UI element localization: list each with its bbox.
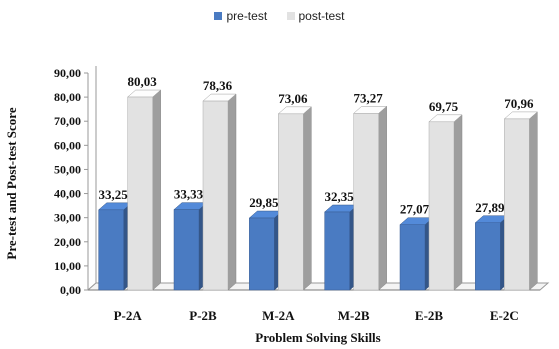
legend-item-pre-test: pre-test xyxy=(214,8,267,23)
bar-post-test-front xyxy=(504,118,530,291)
bar-post-test-front xyxy=(278,113,304,291)
data-label: 80,03 xyxy=(128,74,158,89)
bar-post-test-front xyxy=(202,100,229,291)
bar-post-test-side xyxy=(378,105,387,291)
x-tick-label: E-2C xyxy=(490,308,519,323)
bar-pre-test xyxy=(324,204,359,291)
bar-pre-test xyxy=(173,202,208,291)
bar-post-test xyxy=(503,111,538,291)
data-label: 69,75 xyxy=(429,99,459,114)
bar-pre-test-front xyxy=(249,217,275,291)
chart-marks: 33,25 80,03 P-2A 33,33 78,36 P-2B 29,85 73,06 M-… xyxy=(98,74,538,323)
y-tick-label: 60,00 xyxy=(54,138,81,152)
bar-pre-test-front xyxy=(324,211,350,291)
bar-pre-test-front xyxy=(98,209,124,291)
bar-post-test xyxy=(277,106,312,291)
bar-post-test-side xyxy=(529,111,538,291)
y-tick-label: 70,00 xyxy=(54,114,81,128)
y-tick-label: 50,00 xyxy=(54,162,81,176)
legend-item-post-test: post-test xyxy=(286,8,345,23)
y-tick-label: 80,00 xyxy=(54,90,81,104)
y-tick-label: 30,00 xyxy=(54,211,81,225)
data-label: 73,06 xyxy=(278,91,308,106)
bar-pre-test xyxy=(474,215,509,291)
x-tick-label: M-2A xyxy=(262,308,295,323)
bar-post-test-side xyxy=(227,93,237,291)
bar-post-test xyxy=(127,89,162,291)
bar-pre-test-front xyxy=(475,222,501,291)
bar-post-test-front xyxy=(127,96,153,291)
bar-pre-test xyxy=(399,217,434,291)
x-tick-label: E-2B xyxy=(415,308,444,323)
x-axis-title: Problem Solving Skills xyxy=(255,330,380,345)
y-tick-label: 0,00 xyxy=(60,283,81,297)
bar-pre-test-front xyxy=(173,209,200,291)
bar-post-test-front xyxy=(353,113,379,291)
data-label: 29,85 xyxy=(249,195,279,210)
x-tick-label: P-2A xyxy=(114,308,143,323)
bar-post-test xyxy=(202,93,237,291)
y-tick-label: 40,00 xyxy=(54,187,81,201)
data-label: 27,89 xyxy=(475,200,505,215)
x-tick-label: P-2B xyxy=(189,308,217,323)
data-label: 78,36 xyxy=(203,78,233,93)
legend-swatch-post-test xyxy=(286,11,295,20)
data-label: 73,27 xyxy=(354,90,384,105)
legend: pre-test post-test xyxy=(0,8,559,23)
bar-pre-test xyxy=(248,210,283,291)
bar-pre-test xyxy=(98,202,133,291)
x-tick-label: M-2B xyxy=(338,308,370,323)
bar-post-test xyxy=(428,114,463,291)
y-tick-label: 20,00 xyxy=(54,235,81,249)
y-axis-title: Pre-test and Post-test Score xyxy=(4,107,19,259)
bar-post-test-front xyxy=(428,121,455,291)
bar-post-test-side xyxy=(303,106,312,291)
bar-post-test-side xyxy=(453,114,463,291)
legend-swatch-pre-test xyxy=(214,11,223,20)
legend-label-post-test: post-test xyxy=(298,8,345,23)
y-tick-label: 10,00 xyxy=(54,259,81,273)
y-axis-line xyxy=(87,66,97,291)
legend-label-pre-test: pre-test xyxy=(226,8,268,23)
data-label: 70,96 xyxy=(504,96,534,111)
data-label: 32,35 xyxy=(325,189,355,204)
data-label: 27,07 xyxy=(400,202,430,217)
data-label: 33,33 xyxy=(174,187,204,202)
y-tick-label: 90,00 xyxy=(54,66,81,80)
bar-post-test xyxy=(353,105,388,291)
data-label: 33,25 xyxy=(99,187,129,202)
bar-pre-test-front xyxy=(399,224,426,291)
bar-post-test-side xyxy=(152,89,161,291)
